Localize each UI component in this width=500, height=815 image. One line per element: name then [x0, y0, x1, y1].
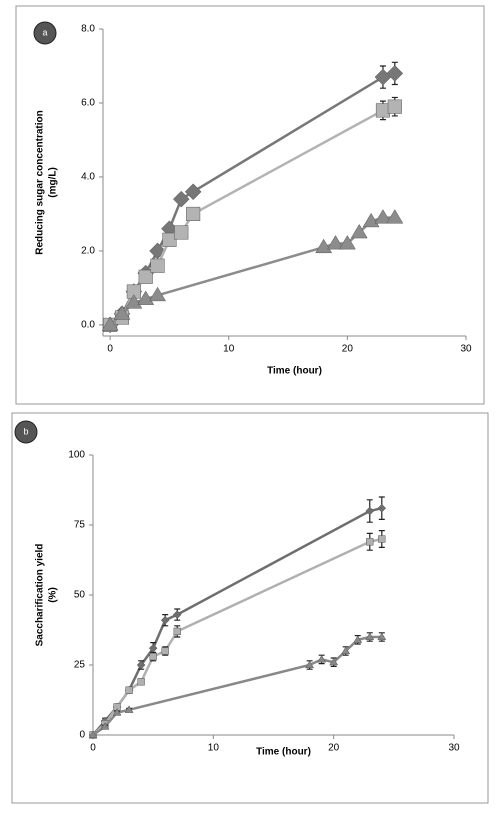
marker [366, 538, 374, 546]
y-tick-label: 0.0 [81, 320, 95, 331]
marker [174, 225, 189, 240]
panel-badge [33, 21, 57, 45]
marker [386, 209, 404, 224]
x-tick-label: 0 [90, 743, 96, 754]
marker [172, 190, 190, 208]
marker [350, 223, 368, 239]
y-axis-label: (%) [48, 587, 59, 603]
marker [341, 646, 351, 655]
x-axis-label: Time (hour) [267, 366, 322, 377]
marker [338, 235, 356, 250]
marker [173, 627, 181, 636]
panel-label: b [23, 426, 28, 436]
marker [329, 657, 339, 666]
marker [138, 269, 153, 284]
marker [186, 206, 201, 221]
marker [125, 686, 133, 694]
y-tick-label: 50 [74, 590, 86, 601]
marker [162, 232, 177, 247]
x-tick-label: 10 [208, 743, 220, 754]
marker [88, 730, 98, 739]
marker [172, 610, 182, 619]
y-tick-label: 25 [74, 660, 86, 671]
y-axis-label: (mg/L) [48, 167, 59, 198]
series-line [92, 537, 383, 736]
panel-badge [14, 420, 38, 444]
marker [112, 708, 122, 716]
marker [377, 632, 387, 641]
x-tick-label: 20 [342, 344, 354, 355]
marker [377, 503, 387, 513]
marker [184, 183, 202, 201]
marker [374, 209, 392, 224]
marker [386, 65, 404, 82]
x-tick-label: 0 [107, 344, 113, 355]
marker [378, 535, 386, 543]
marker [100, 722, 110, 730]
y-axis-label: Reducing sugar concentration [35, 110, 46, 254]
panel-label: a [42, 27, 47, 37]
y-tick-label: 0 [79, 730, 85, 741]
marker [362, 212, 380, 228]
marker [315, 238, 333, 254]
marker [136, 660, 146, 670]
marker [375, 103, 391, 118]
marker [125, 294, 143, 309]
marker [353, 635, 363, 643]
y-axis-label: Saccharification yield [35, 544, 46, 647]
marker [137, 678, 145, 686]
marker [327, 235, 344, 250]
marker [113, 305, 131, 320]
marker [160, 615, 170, 625]
y-tick-label: 4.0 [81, 172, 95, 183]
panel-frame [11, 412, 489, 804]
marker [150, 258, 165, 273]
marker [387, 99, 402, 114]
x-tick-label: 30 [460, 344, 472, 355]
marker [149, 286, 167, 302]
y-tick-label: 75 [74, 520, 86, 531]
marker [365, 632, 375, 641]
marker [305, 660, 315, 669]
marker [317, 654, 327, 663]
x-tick-label: 30 [448, 743, 460, 754]
y-tick-label: 6.0 [81, 98, 95, 109]
marker [124, 705, 134, 713]
marker [101, 316, 119, 331]
marker [149, 652, 157, 661]
x-axis-label: Time (hour) [256, 747, 311, 758]
x-tick-label: 20 [328, 743, 340, 754]
y-tick-label: 2.0 [81, 246, 95, 257]
y-tick-label: 100 [68, 450, 85, 461]
marker [365, 506, 375, 516]
marker [161, 647, 169, 655]
marker [137, 290, 155, 305]
y-tick-label: 8.0 [81, 24, 95, 35]
x-tick-label: 10 [223, 344, 235, 355]
panel-frame [15, 5, 485, 405]
